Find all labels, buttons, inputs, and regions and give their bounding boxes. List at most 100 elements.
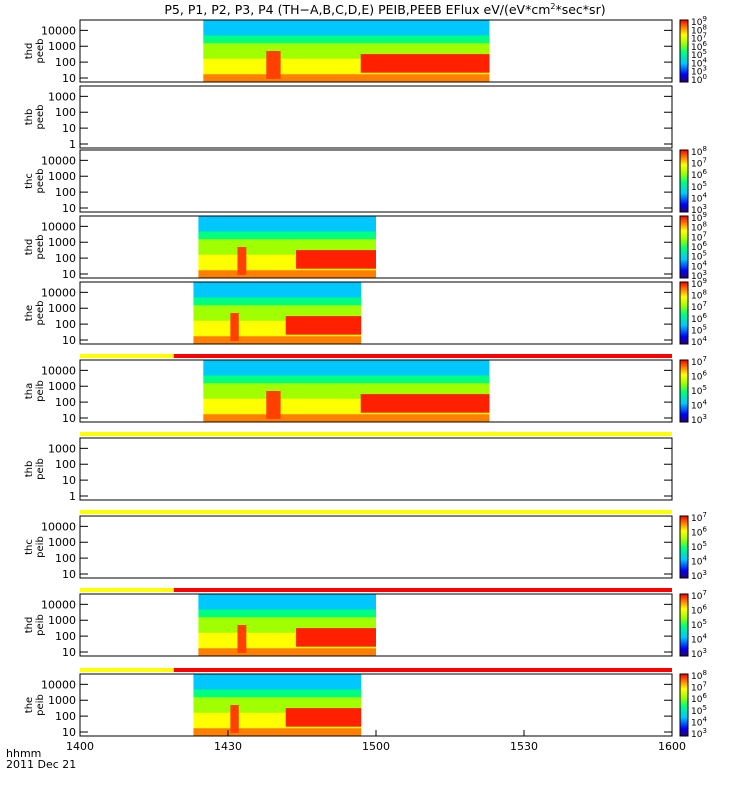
colorbar-tick-label: 107 [691,157,707,170]
colorbar-tick-label: 108 [691,221,707,234]
spectrogram-hot-region [237,625,247,653]
panel-frame [79,673,673,737]
y-tick-label: 1000 [48,442,76,455]
spectrogram-band [203,375,490,384]
spectrogram-hot-region [360,394,490,413]
colorbar-tick-label: 108 [691,145,707,158]
y-tick-label: 10000 [41,220,76,233]
spectrogram-band [193,712,362,721]
spectrogram-band [198,216,376,225]
spectrogram-band [203,383,490,392]
y-tick-label: 1000 [48,536,76,549]
colorbar-tick-label: 105 [691,250,707,263]
panel-frame [79,515,673,579]
spectrogram-band [198,247,376,256]
y-tick-label: 10000 [41,286,76,299]
figure-title: P5, P1, P2, P3, P4 (TH−A,B,C,D,E) PEIB,P… [164,2,605,17]
colorbar-tick-label: 104 [691,259,707,272]
flag-bar-red [173,588,672,592]
spectrogram-band [198,254,376,263]
spectrogram-band [198,223,376,232]
y-tick-label: 1000 [48,380,76,393]
colorbar-gradient [679,515,689,579]
y-axis-label: thb [24,461,35,478]
spectrogram-band [193,674,362,683]
y-tick-label: 1000 [48,40,76,53]
y-tick-label: 100 [55,710,76,723]
spectrogram-hot-region [296,250,376,269]
y-tick-label: 1 [69,490,76,503]
spectrogram-band [193,728,362,737]
y-axis-label: tha [24,383,35,399]
colorbar-tick-label: 103 [691,647,707,660]
y-axis-label: peib [35,458,46,480]
colorbar-tick-label: 108 [691,23,707,36]
colorbar-tick-label: 107 [691,355,707,368]
spectrogram-band [193,689,362,698]
y-axis-label: peib [35,536,46,558]
panel-frame [79,593,673,657]
spectrogram-band [193,705,362,714]
x-tick-label: 1600 [658,740,686,753]
spectrogram-band [198,270,376,279]
y-tick-label: 100 [55,252,76,265]
y-tick-label: 10 [62,122,76,135]
spectrogram-hot-region [285,708,362,727]
y-tick-label: 100 [55,396,76,409]
spectrogram-band [193,697,362,706]
spectrogram-band [203,35,490,44]
flag-bar-red [173,668,672,672]
colorbar-tick-label: 105 [691,48,707,61]
y-axis-label: peeb [35,105,46,130]
x-axis-label: hhmm [6,747,41,760]
panel-thb-peib: 1 10 100 1000 thb peib [24,432,673,503]
y-axis-label: the [24,305,35,321]
y-tick-label: 1000 [48,302,76,315]
colorbar-tick-label: 105 [691,704,707,717]
colorbar-tick-label: 106 [691,604,707,617]
y-axis-label: thc [24,173,35,189]
flag-bar-red [173,354,672,358]
colorbar-tick-label: 107 [691,511,707,524]
colorbar-gradient [679,673,689,737]
x-tick-label: 1430 [214,740,242,753]
spectrogram-band [203,406,490,415]
panel-frame [79,437,673,501]
y-tick-label: 10 [62,568,76,581]
flag-bar-yellow [80,668,174,672]
spectrogram-band [193,313,362,322]
panel-frame [79,85,673,149]
spectrogram-hot-region [230,313,239,341]
y-tick-label: 1000 [48,694,76,707]
colorbar-tick-label: 104 [691,555,707,568]
spectrogram-band [193,336,362,345]
colorbar-tick-label: 107 [691,681,707,694]
panel-frame [79,19,673,83]
spectrogram-band [193,305,362,314]
colorbar-tick-label: 108 [691,669,707,682]
y-axis-label: thd [24,617,35,634]
flag-bar [80,510,672,514]
x-tick-label: 1530 [510,740,538,753]
colorbar-tick-label: 109 [691,15,707,28]
y-axis-label: peeb [35,235,46,260]
y-tick-label: 10 [62,646,76,659]
y-tick-label: 1000 [48,170,76,183]
colorbar-gradient [679,215,689,279]
y-tick-label: 100 [55,56,76,69]
y-axis-label: peeb [35,301,46,326]
y-tick-label: 100 [55,458,76,471]
colorbar-tick-label: 103 [691,727,707,740]
colorbar-tick-label: 104 [691,335,707,348]
flag-bar-yellow [80,588,174,592]
spectrogram-band [193,289,362,298]
